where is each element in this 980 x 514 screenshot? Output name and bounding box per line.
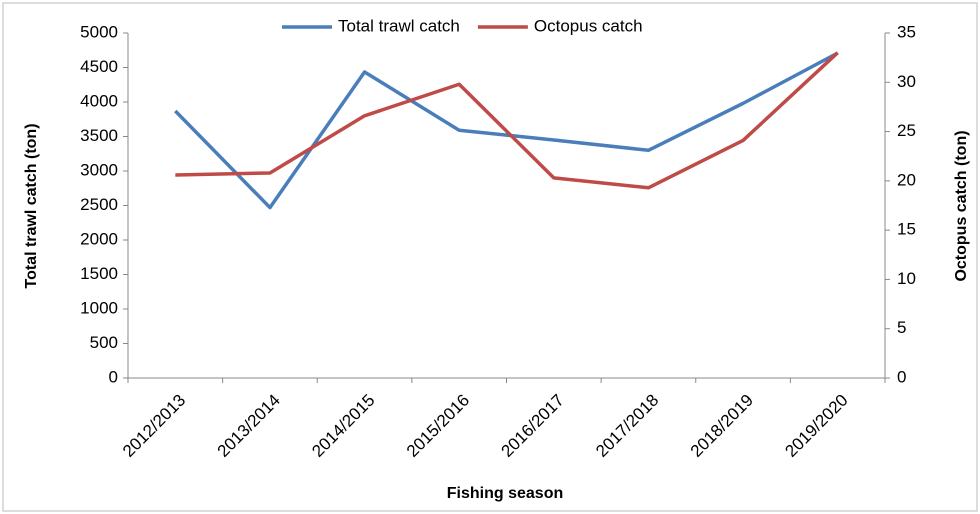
y-tick-label: 2000 <box>80 229 118 248</box>
series-line <box>174 51 839 210</box>
y-tick-label: 0 <box>109 367 118 386</box>
y2-tick-label: 25 <box>897 121 916 140</box>
y2-tick-label: 35 <box>897 22 916 41</box>
y-tick-label: 4500 <box>80 57 118 76</box>
y2-tick-label: 0 <box>897 367 906 386</box>
y-tick-label: 2500 <box>80 195 118 214</box>
legend-label: Total trawl catch <box>338 16 460 35</box>
y2-tick-label: 10 <box>897 269 916 288</box>
y-axis-label: Total trawl catch (ton) <box>23 123 40 288</box>
y2-axis-label: Octopus catch (ton) <box>953 130 970 281</box>
y-tick-label: 1500 <box>80 264 118 283</box>
y-tick-label: 5000 <box>80 22 118 41</box>
y2-tick-label: 15 <box>897 220 916 239</box>
series-line <box>175 51 839 190</box>
y2-tick-label: 5 <box>897 318 906 337</box>
y-tick-label: 4000 <box>80 91 118 110</box>
x-axis-label: Fishing season <box>447 485 563 502</box>
y-tick-label: 1000 <box>80 298 118 317</box>
y-tick-label: 3000 <box>80 160 118 179</box>
y2-tick-label: 20 <box>897 170 916 189</box>
legend-label: Octopus catch <box>534 16 643 35</box>
y-tick-label: 3500 <box>80 126 118 145</box>
y2-tick-label: 30 <box>897 72 916 91</box>
y-tick-label: 500 <box>90 333 118 352</box>
